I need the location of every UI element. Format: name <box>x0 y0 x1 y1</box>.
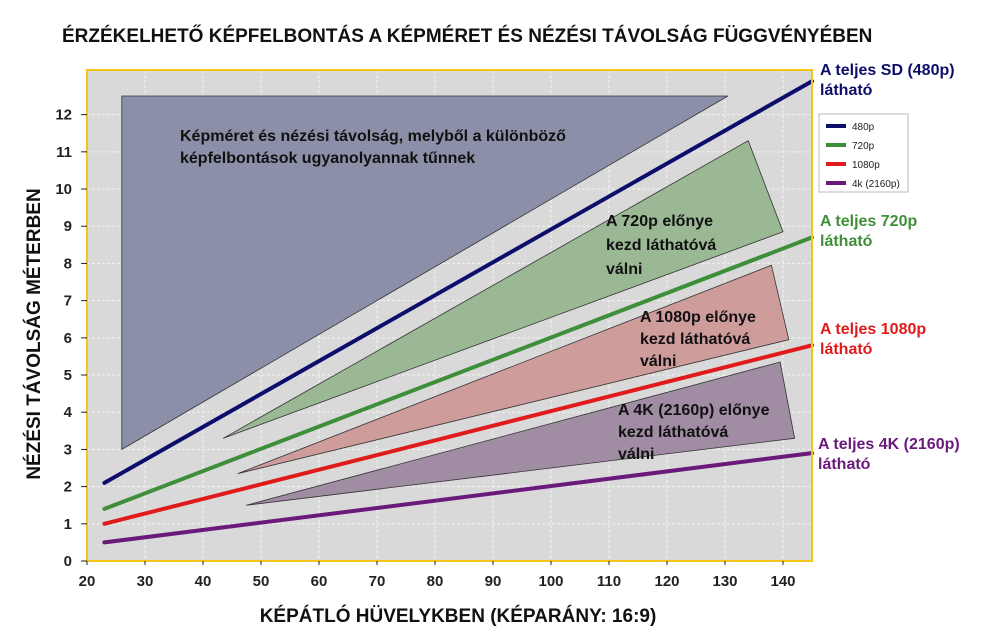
y-tick-label: 9 <box>64 218 72 235</box>
y-tick-label: 7 <box>64 293 72 310</box>
x-tick-label: 140 <box>770 573 795 590</box>
x-tick-label: 40 <box>195 573 212 590</box>
x-tick-label: 50 <box>253 573 270 590</box>
y-tick-label: 12 <box>55 107 72 124</box>
y-tick-label: 1 <box>64 516 72 533</box>
series-end-label-2: A teljes 1080p <box>820 321 926 338</box>
x-tick-label: 100 <box>538 573 563 590</box>
series-end-labels: A teljes SD (480p) látható A teljes 720p lá… <box>818 62 960 473</box>
chart-title: ÉRZÉKELHETŐ KÉPFELBONTÁS A KÉPMÉRET ÉS N… <box>62 25 872 47</box>
legend-label-1: 720p <box>852 141 875 152</box>
series-end-label-1: látható <box>820 233 873 250</box>
region-0-text: képfelbontások ugyanolyannak tűnnek <box>180 150 475 167</box>
series-end-label-1: A teljes 720p <box>820 213 917 230</box>
series-line-1 <box>102 235 814 511</box>
region-3-text: kezd láthatóvá <box>618 424 728 441</box>
region-3-text: válni <box>618 446 654 463</box>
y-tick-label: 10 <box>55 181 72 198</box>
region-3 <box>246 361 795 506</box>
x-tick-label: 110 <box>597 573 621 590</box>
x-tick-label: 120 <box>654 573 679 590</box>
x-tick-label: 80 <box>427 573 444 590</box>
series-lines <box>102 79 814 545</box>
region-1-text: válni <box>606 261 642 278</box>
x-tick-label: 20 <box>79 573 96 590</box>
region-1-text: kezd láthatóvá <box>606 237 716 254</box>
region-3-text: A 4K (2160p) előnye <box>618 402 770 419</box>
x-tick-label: 90 <box>485 573 502 590</box>
legend: 480p 720p 1080p 4k (2160p) <box>818 113 909 193</box>
y-axis-title: NÉZÉSI TÁVOLSÁG MÉTERBEN <box>23 188 45 479</box>
y-tick-label: 0 <box>64 553 72 570</box>
region-2 <box>237 264 790 475</box>
y-tick-label: 8 <box>64 255 72 272</box>
legend-label-2: 1080p <box>852 160 880 171</box>
region-0 <box>121 95 729 450</box>
x-tick-label: 130 <box>712 573 737 590</box>
series-line-0 <box>102 79 814 485</box>
region-2-text: válni <box>640 353 676 370</box>
y-tick-label: 4 <box>64 404 73 421</box>
plot-border <box>86 69 813 562</box>
x-axis-ticks: 20 30 40 50 60 70 80 90 100 110 120 130 140 <box>79 561 796 590</box>
series-end-label-3: A teljes 4K (2160p) <box>818 436 960 453</box>
x-tick-label: 60 <box>311 573 328 590</box>
series-end-label-3: látható <box>818 456 871 473</box>
region-2-text: A 1080p előnye <box>640 309 756 326</box>
y-tick-label: 11 <box>56 144 72 161</box>
y-tick-label: 3 <box>64 441 72 458</box>
legend-label-3: 4k (2160p) <box>852 179 900 190</box>
x-axis-title: KÉPÁTLÓ HÜVELYKBEN (KÉPARÁNY: 16:9) <box>260 605 657 627</box>
y-tick-label: 6 <box>64 330 72 347</box>
series-end-label-0: A teljes SD (480p) <box>820 62 955 79</box>
region-0-text: Képméret és nézési távolság, melyből a k… <box>180 128 566 145</box>
region-2-text: kezd láthatóvá <box>640 331 750 348</box>
y-tick-label: 2 <box>64 479 72 496</box>
series-end-label-2: látható <box>820 341 873 358</box>
x-tick-label: 70 <box>369 573 386 590</box>
series-line-3 <box>102 451 814 545</box>
series-end-label-0: látható <box>820 82 873 99</box>
y-tick-label: 5 <box>64 367 72 384</box>
series-line-2 <box>102 343 814 526</box>
x-tick-label: 30 <box>137 573 154 590</box>
regions: Képméret és nézési távolság, melyből a k… <box>121 95 795 506</box>
region-1-text: A 720p előnye <box>606 213 713 230</box>
legend-label-0: 480p <box>852 122 875 133</box>
region-1 <box>222 140 784 439</box>
